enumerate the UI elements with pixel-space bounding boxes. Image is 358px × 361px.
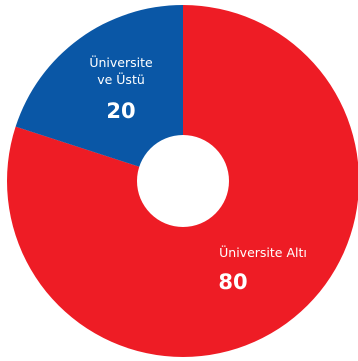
slice-label-universite-alti: Üniversite Altı <box>219 244 307 260</box>
slice-label-universite-ve-ustu-line1: Üniversite <box>89 54 153 70</box>
slice-value-universite-ve-ustu: 20 <box>106 99 135 123</box>
donut-hole <box>137 135 229 227</box>
pie-slice-1 <box>15 5 183 181</box>
slice-label-universite-ve-ustu-line2: ve Üstü <box>97 71 145 87</box>
slice-value-universite-alti: 80 <box>218 270 247 294</box>
